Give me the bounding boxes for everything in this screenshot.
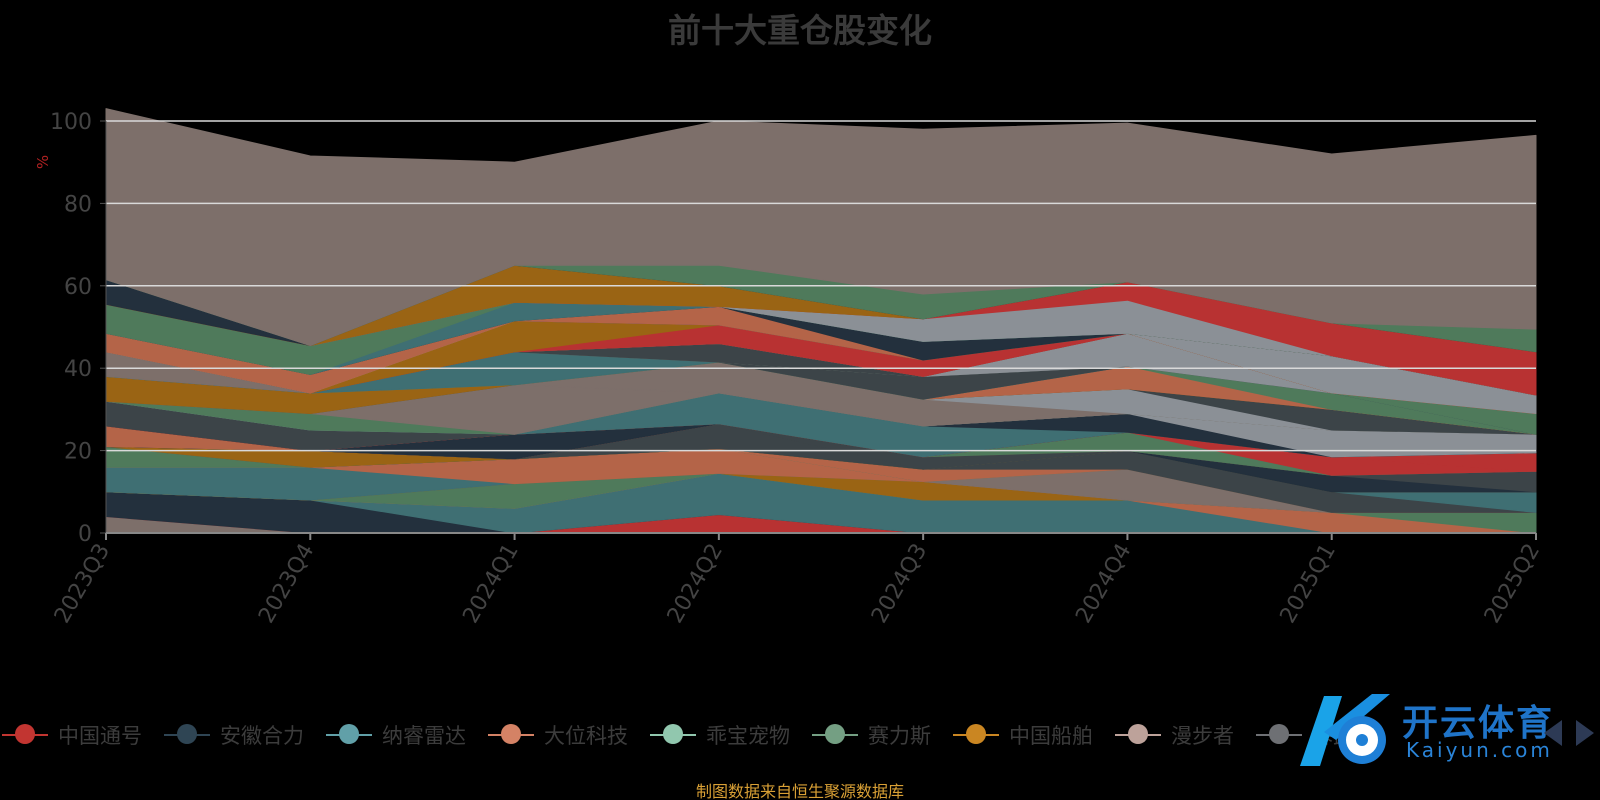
legend-swatch-icon — [953, 722, 999, 748]
y-tick-label: 80 — [64, 192, 92, 217]
x-tick-label: 2024Q2 — [663, 540, 728, 628]
legend-pager — [1544, 720, 1594, 746]
legend-item[interactable]: 安徽合力 — [164, 720, 304, 750]
legend-swatch-icon — [650, 722, 696, 748]
y-axis-unit: % — [34, 155, 52, 169]
legend-item[interactable]: 乖宝宠物 — [650, 720, 790, 750]
kaiyun-logo-icon — [1300, 694, 1390, 766]
legend-swatch-icon — [812, 722, 858, 748]
legend-item[interactable]: 漫步者 — [1115, 720, 1234, 750]
legend-label: 大位科技 — [544, 724, 628, 748]
legend-item[interactable]: 大位科技 — [488, 720, 628, 750]
y-tick-label: 60 — [64, 275, 92, 300]
x-tick-label: 2024Q3 — [867, 540, 932, 628]
legend-swatch-icon — [1115, 722, 1161, 748]
legend-label: 乖宝宠物 — [706, 724, 790, 748]
legend-item[interactable]: 赛力斯 — [812, 720, 931, 750]
x-tick-label: 2024Q4 — [1071, 540, 1136, 628]
x-tick-label: 2025Q2 — [1480, 540, 1545, 628]
x-tick-label: 2025Q1 — [1276, 540, 1341, 628]
legend-swatch-icon — [2, 722, 48, 748]
legend-item[interactable]: 中国船舶 — [953, 720, 1093, 750]
legend-prev-icon[interactable] — [1544, 720, 1562, 746]
legend-label: 纳睿雷达 — [382, 724, 466, 748]
y-tick-label: 0 — [78, 522, 92, 547]
legend: 中国通号安徽合力纳睿雷达大位科技乖宝宠物赛力斯中国船舶漫步者寒武纪 — [0, 718, 1600, 752]
y-tick-label: 40 — [64, 357, 92, 382]
x-tick-label: 2023Q3 — [50, 540, 115, 628]
x-tick-label: 2024Q1 — [458, 540, 523, 628]
area-layer — [105, 108, 1537, 534]
legend-label: 中国船舶 — [1009, 724, 1093, 748]
watermark-text-cn: 开云体育 — [1402, 703, 1555, 744]
watermark: 开云体育 Kaiyun.com — [1290, 688, 1590, 772]
legend-label: 中国通号 — [58, 724, 142, 748]
legend-label: 安徽合力 — [220, 724, 304, 748]
legend-swatch-icon — [164, 722, 210, 748]
legend-swatch-icon — [1256, 722, 1302, 748]
y-tick-label: 100 — [50, 110, 92, 135]
source-note: 制图数据来自恒生聚源数据库 — [695, 782, 904, 800]
watermark-text-en: Kaiyun.com — [1406, 738, 1553, 762]
y-tick-label: 20 — [64, 440, 92, 465]
legend-item[interactable]: 纳睿雷达 — [326, 720, 466, 750]
legend-next-icon[interactable] — [1576, 720, 1594, 746]
legend-swatch-icon — [326, 722, 372, 748]
legend-item[interactable]: 中国通号 — [2, 720, 142, 750]
x-tick-label: 2023Q4 — [254, 540, 319, 628]
legend-label: 漫步者 — [1171, 724, 1234, 748]
legend-swatch-icon — [488, 722, 534, 748]
chart-title: 前十大重仓股变化 — [668, 11, 932, 50]
legend-label: 赛力斯 — [868, 724, 931, 748]
